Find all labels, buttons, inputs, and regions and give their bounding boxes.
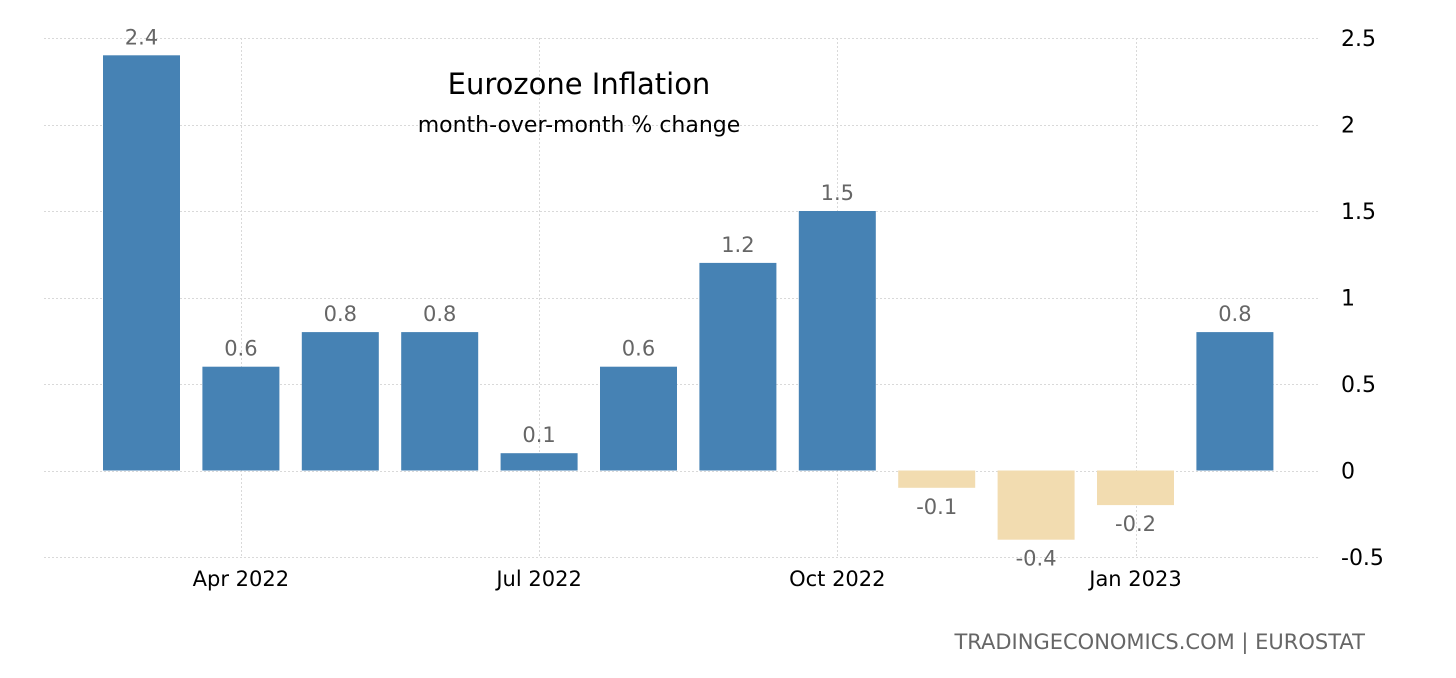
- y-tick-label: -0.5: [1341, 546, 1384, 571]
- bar: [103, 55, 180, 471]
- source-credit: TRADINGECONOMICS.COM | EUROSTAT: [953, 630, 1365, 655]
- bar-value-label: 0.8: [423, 302, 456, 326]
- bar: [401, 332, 479, 471]
- bar: [1097, 470, 1174, 506]
- bar-value-label: 1.5: [821, 181, 854, 205]
- y-axis-ticks: -0.5 0 0.5 1 1.5 2 2.5: [1341, 27, 1384, 571]
- bar: [798, 211, 876, 471]
- bar-value-label: 0.6: [224, 337, 257, 361]
- y-tick-label: 1.5: [1341, 200, 1376, 225]
- bars: [103, 55, 1274, 540]
- chart-title: Eurozone Inflation: [448, 67, 711, 101]
- y-tick-label: 0: [1341, 460, 1355, 485]
- y-tick-label: 0.5: [1341, 373, 1376, 398]
- y-tick-label: 2.5: [1341, 27, 1376, 52]
- x-axis-ticks: Apr 2022 Jul 2022 Oct 2022 Jan 2023: [193, 567, 1182, 591]
- bar: [997, 470, 1075, 540]
- bar: [600, 366, 677, 471]
- bar: [898, 470, 976, 488]
- bar-value-label: 2.4: [125, 25, 158, 49]
- bar-value-label: -0.2: [1115, 512, 1156, 536]
- bar: [301, 332, 379, 471]
- y-tick-label: 1: [1341, 287, 1355, 312]
- x-tick-label: Jul 2022: [494, 567, 581, 591]
- data-labels: 2.4 0.6 0.8 0.8 0.1 0.6 1.2 1.5 -0.1 -0.4 -0.2 0.8: [125, 25, 1252, 570]
- bar: [202, 366, 280, 471]
- chart-subtitle: month-over-month % change: [418, 113, 741, 138]
- x-tick-label: Oct 2022: [789, 567, 885, 591]
- bar-value-label: 0.6: [622, 337, 655, 361]
- bar: [699, 262, 777, 471]
- bar-value-label: 0.8: [324, 302, 357, 326]
- bar-value-label: 0.1: [522, 423, 555, 447]
- y-tick-label: 2: [1341, 114, 1355, 139]
- bar-value-label: 0.8: [1218, 302, 1251, 326]
- bar: [1196, 332, 1274, 471]
- bar: [500, 453, 578, 471]
- bar-value-label: -0.4: [1016, 547, 1057, 571]
- x-tick-label: Apr 2022: [193, 567, 289, 591]
- bar-value-label: 1.2: [721, 233, 754, 257]
- x-tick-label: Jan 2023: [1087, 567, 1182, 591]
- bar-value-label: -0.1: [916, 495, 957, 519]
